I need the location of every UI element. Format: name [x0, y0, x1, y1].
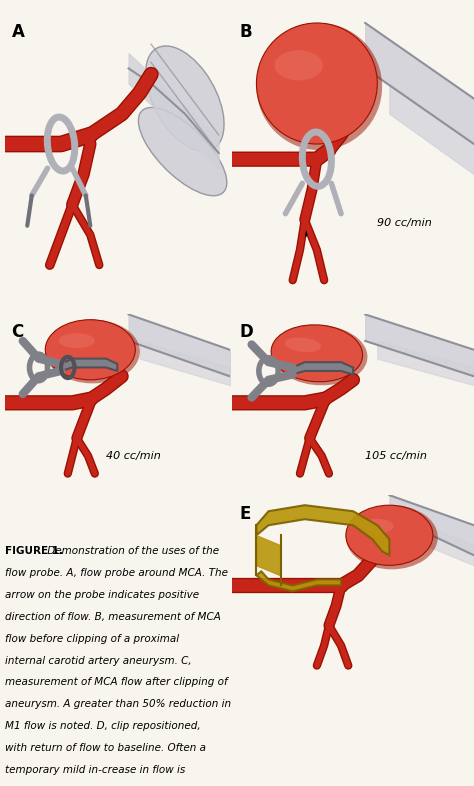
Text: internal carotid artery aneurysm. C,: internal carotid artery aneurysm. C,	[5, 656, 191, 666]
Polygon shape	[292, 362, 353, 374]
Ellipse shape	[138, 108, 227, 196]
Ellipse shape	[59, 333, 95, 348]
Text: FIGURE 1.: FIGURE 1.	[5, 545, 63, 556]
Ellipse shape	[274, 50, 323, 80]
Ellipse shape	[346, 505, 438, 569]
Ellipse shape	[271, 325, 363, 382]
Text: D: D	[239, 323, 253, 341]
Ellipse shape	[346, 505, 433, 565]
Text: with return of flow to baseline. Often a: with return of flow to baseline. Often a	[5, 744, 206, 753]
Text: direction of flow. B, measurement of MCA: direction of flow. B, measurement of MCA	[5, 612, 220, 622]
Text: flow probe. A, flow probe around MCA. The: flow probe. A, flow probe around MCA. Th…	[5, 567, 228, 578]
Text: B: B	[239, 23, 252, 41]
Ellipse shape	[45, 320, 136, 380]
Text: M1 flow is noted. D, clip repositioned,: M1 flow is noted. D, clip repositioned,	[5, 722, 201, 731]
Text: 105 cc/min: 105 cc/min	[365, 451, 427, 461]
Text: flow before clipping of a proximal: flow before clipping of a proximal	[5, 634, 179, 644]
Ellipse shape	[256, 23, 382, 150]
Ellipse shape	[146, 46, 224, 152]
Text: temporary mild in-crease in flow is: temporary mild in-crease in flow is	[5, 766, 185, 775]
Text: 90 cc/min: 90 cc/min	[377, 218, 432, 228]
Text: 40 cc/min: 40 cc/min	[106, 451, 161, 461]
Text: aneurysm. A greater than 50% reduction in: aneurysm. A greater than 50% reduction i…	[5, 700, 231, 710]
Text: E: E	[239, 505, 251, 523]
Text: measurement of MCA flow after clipping of: measurement of MCA flow after clipping o…	[5, 678, 228, 688]
Ellipse shape	[45, 320, 140, 384]
Ellipse shape	[271, 325, 367, 385]
Polygon shape	[61, 358, 117, 371]
Polygon shape	[256, 571, 341, 591]
Text: A: A	[11, 23, 24, 41]
Text: arrow on the probe indicates positive: arrow on the probe indicates positive	[5, 590, 199, 600]
Ellipse shape	[359, 519, 394, 534]
Ellipse shape	[285, 337, 321, 352]
Text: Demonstration of the uses of the: Demonstration of the uses of the	[44, 545, 219, 556]
Text: C: C	[11, 323, 24, 341]
Polygon shape	[256, 505, 390, 555]
Ellipse shape	[256, 23, 377, 144]
